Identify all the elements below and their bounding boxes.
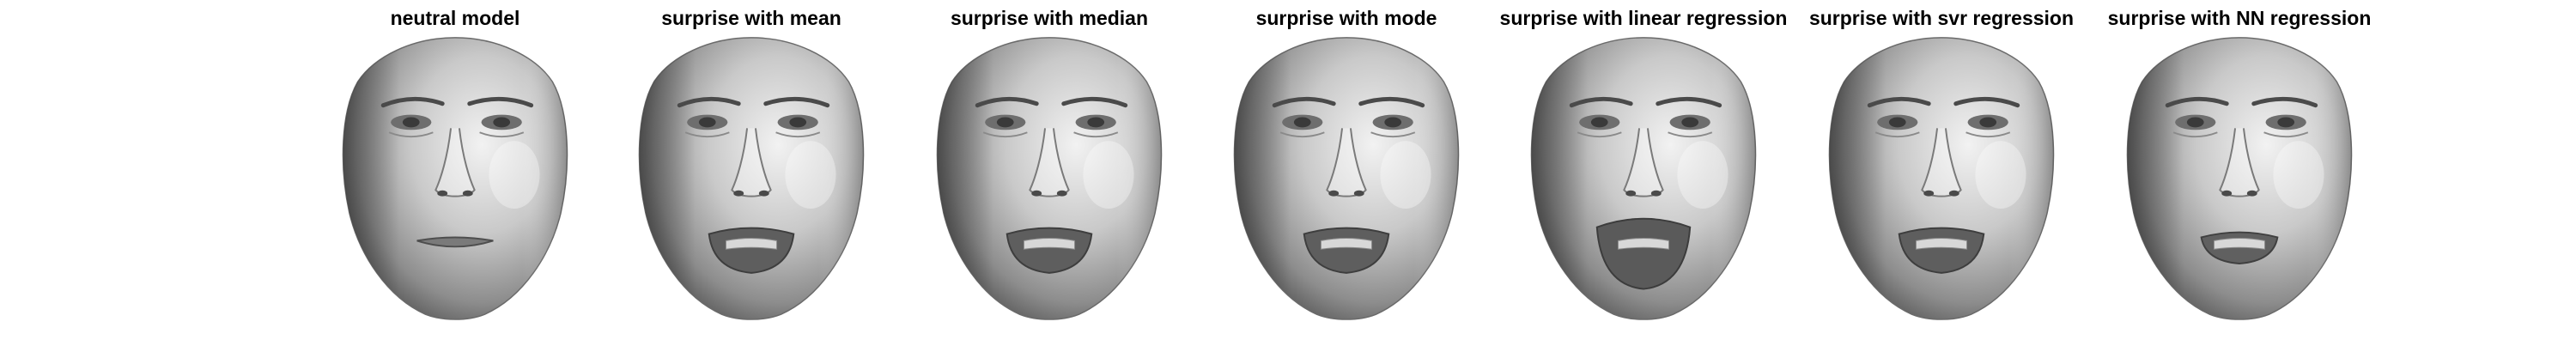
mouth	[1005, 227, 1093, 274]
face-render	[1233, 37, 1460, 320]
nose	[1326, 128, 1367, 197]
mouth	[1898, 227, 1985, 274]
panel-title: surprise with mean	[661, 7, 841, 29]
nose	[434, 128, 476, 197]
panel-title: surprise with svr regression	[1808, 7, 2075, 29]
face-panel: neutral model	[322, 0, 588, 358]
nose	[1623, 128, 1664, 197]
face-panel: surprise with mode	[1213, 0, 1479, 358]
face-render	[1828, 37, 2055, 320]
face-panel: surprise with linear regression	[1500, 0, 1787, 358]
mouth	[1595, 217, 1692, 290]
nose	[731, 128, 772, 197]
nose	[1029, 128, 1070, 197]
face-panel: surprise with median	[916, 0, 1182, 358]
mouth	[1303, 227, 1390, 274]
face-panel: surprise with NN regression	[2106, 0, 2372, 358]
mouth	[416, 236, 494, 248]
panel-title: surprise with median	[950, 7, 1149, 29]
face-render	[638, 37, 865, 320]
mouth	[708, 227, 795, 274]
face-panel: surprise with svr regression	[1808, 0, 2075, 358]
nose	[2219, 128, 2260, 197]
panel-title: neutral model	[390, 7, 520, 29]
face-render	[342, 37, 568, 320]
face-render	[2126, 37, 2353, 320]
nose	[1921, 128, 1962, 197]
face-panel: surprise with mean	[618, 0, 884, 358]
face-render	[1530, 37, 1757, 320]
panel-title: surprise with linear regression	[1499, 7, 1788, 29]
panel-title: surprise with NN regression	[2107, 7, 2372, 29]
face-render	[936, 37, 1163, 320]
panel-title: surprise with mode	[1255, 7, 1437, 29]
